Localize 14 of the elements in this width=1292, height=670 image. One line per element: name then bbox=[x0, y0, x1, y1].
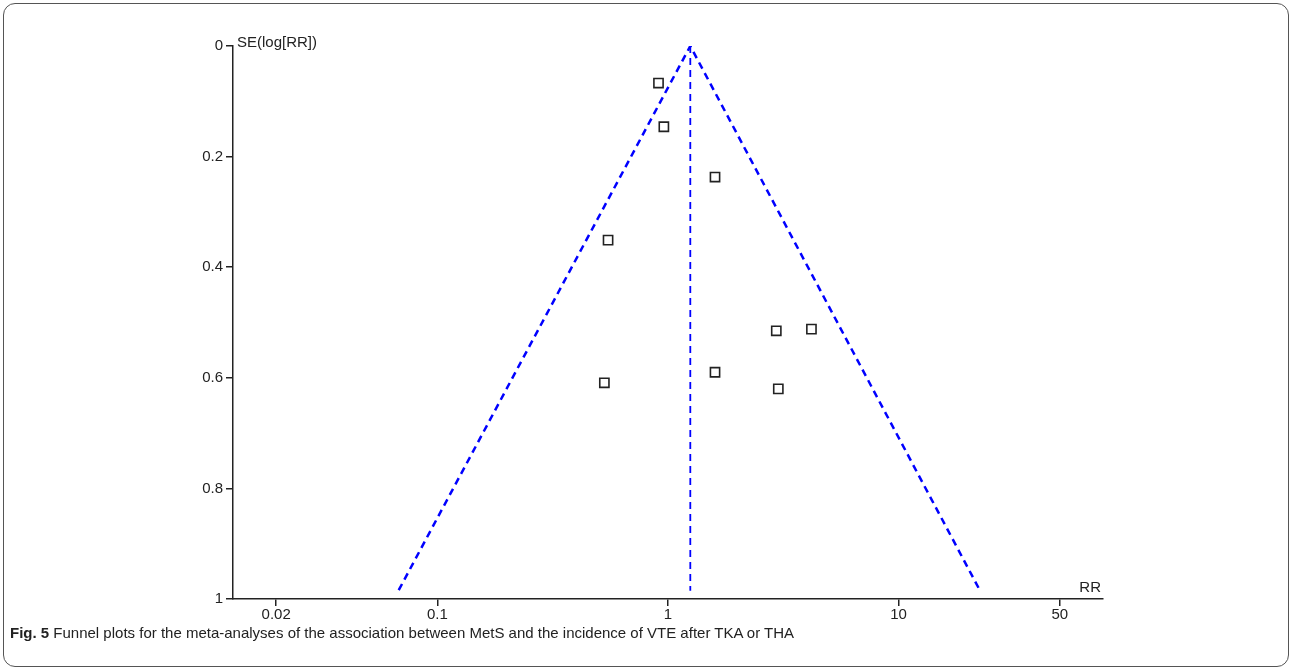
y-tick-label: 0.2 bbox=[202, 146, 223, 164]
x-axis-title: RR bbox=[1079, 577, 1102, 595]
y-tick-label: 0 bbox=[214, 36, 223, 54]
y-tick-label: 0.6 bbox=[202, 367, 223, 385]
y-tick-label: 0.4 bbox=[202, 257, 223, 275]
caption: Fig. 5 Funnel plots for the meta-analyses of the association between MetS and the incidence of VTE after TKA or THA bbox=[10, 624, 795, 641]
y-axis-title: SE(log[RR]) bbox=[237, 32, 318, 50]
x-tick-label: 0.02 bbox=[261, 605, 291, 623]
x-tick-label: 1 bbox=[663, 605, 673, 623]
x-tick-label: 0.1 bbox=[426, 605, 448, 623]
y-tick-label: 1 bbox=[214, 589, 223, 607]
y-tick-label: 0.8 bbox=[202, 478, 223, 496]
x-tick-label: 10 bbox=[890, 605, 907, 623]
x-tick-label: 50 bbox=[1051, 605, 1069, 623]
